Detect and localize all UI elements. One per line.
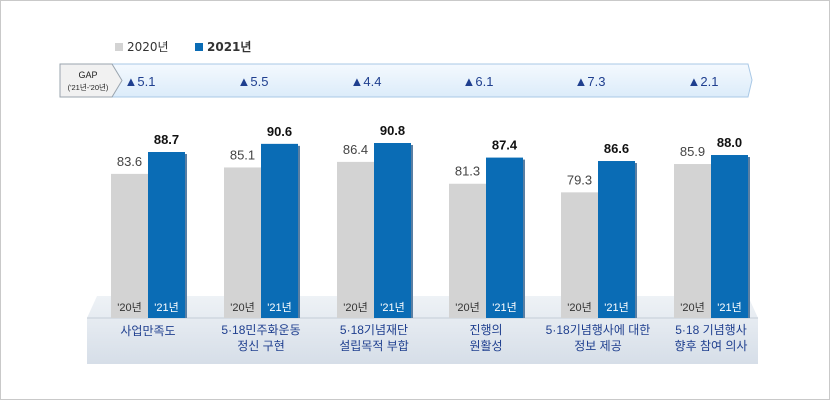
value-label-2020: 86.4 — [343, 142, 368, 157]
value-label-2020: 79.3 — [567, 172, 592, 187]
bar-2021-shade — [635, 163, 637, 318]
value-label-2020: 81.3 — [455, 164, 480, 179]
gap-value: ▲4.4 — [351, 74, 382, 89]
bar-2021-shade — [748, 157, 750, 318]
category-band — [87, 296, 758, 364]
gap-value: ▲7.3 — [575, 74, 606, 89]
bar-2020 — [224, 167, 261, 318]
gap-label-box — [59, 63, 123, 98]
category-label: 정보 제공 — [574, 339, 622, 353]
bar-year-label-2021: '21년 — [492, 301, 516, 314]
bar-2020 — [337, 161, 374, 318]
value-label-2021: 90.8 — [380, 123, 405, 138]
category-label: 5·18기념재단 — [340, 323, 408, 337]
bar-year-label-2021: '21년 — [717, 301, 741, 314]
bar-2021-shade — [298, 145, 300, 318]
value-label-2021: 88.7 — [154, 132, 179, 147]
bar-2021 — [598, 161, 635, 318]
legend-item-2020: 2020년 — [115, 38, 169, 55]
value-label-2021: 88.0 — [717, 135, 742, 150]
legend-label-2020: 2020년 — [127, 40, 169, 54]
bar-2021-shade — [523, 159, 525, 318]
bar-year-label-2021: '21년 — [154, 301, 178, 314]
bar-2020 — [561, 192, 598, 318]
legend-swatch-2021 — [195, 42, 203, 51]
gap-value: ▲2.1 — [688, 74, 719, 89]
gap-label: GAP — [78, 70, 97, 80]
bar-2020 — [674, 164, 711, 318]
category-label: 5·18 기념행사 — [675, 322, 747, 337]
bar-year-label-2021: '21년 — [604, 301, 628, 314]
value-label-2021: 90.6 — [267, 124, 292, 139]
bar-year-label-2020: '20년 — [230, 301, 254, 314]
bar-2021-shade — [411, 145, 413, 318]
bar-2021-shade — [185, 154, 187, 318]
gap-value: ▲6.1 — [463, 74, 494, 89]
category-label: 설립목적 부합 — [339, 339, 409, 353]
bar-2021 — [261, 143, 298, 318]
bar-year-label-2020: '20년 — [567, 301, 591, 314]
category-label: 원활성 — [469, 339, 502, 353]
bar-year-label-2021: '21년 — [267, 301, 291, 314]
bar-year-label-2020: '20년 — [117, 301, 141, 314]
value-label-2021: 86.6 — [604, 141, 629, 156]
bar-2021 — [374, 143, 411, 318]
bar-year-label-2020: '20년 — [455, 301, 479, 314]
category-label: 5·18민주화운동 — [221, 323, 300, 337]
bar-2020 — [449, 183, 486, 318]
bar-2021 — [711, 155, 748, 318]
bar-year-label-2020: '20년 — [343, 301, 367, 314]
category-label: 향후 참여 의사 — [675, 339, 748, 353]
legend-label-2021: 2021년 — [207, 40, 252, 54]
value-label-2020: 83.6 — [117, 154, 142, 169]
gap-sub-label: ('21년-'20년) — [68, 82, 109, 92]
category-label: 진행의 — [469, 322, 502, 337]
gap-value: ▲5.1 — [125, 74, 156, 89]
value-label-2020: 85.1 — [230, 147, 255, 162]
bar-year-label-2020: '20년 — [680, 301, 704, 314]
bar-2020 — [111, 173, 148, 318]
bar-year-label-2021: '21년 — [380, 301, 404, 314]
bar-2021 — [148, 152, 185, 318]
bar-2021 — [486, 157, 523, 318]
legend-item-2021: 2021년 — [195, 38, 251, 55]
category-label: 정신 구현 — [237, 339, 285, 353]
category-label: 사업만족도 — [120, 324, 175, 338]
gap-value: ▲5.5 — [238, 74, 269, 89]
value-label-2020: 85.9 — [680, 144, 705, 159]
category-label: 5·18기념행사에 대한 — [546, 322, 651, 337]
gap-band — [59, 63, 753, 98]
legend-swatch-2020 — [115, 42, 123, 51]
value-label-2021: 87.4 — [492, 138, 518, 153]
